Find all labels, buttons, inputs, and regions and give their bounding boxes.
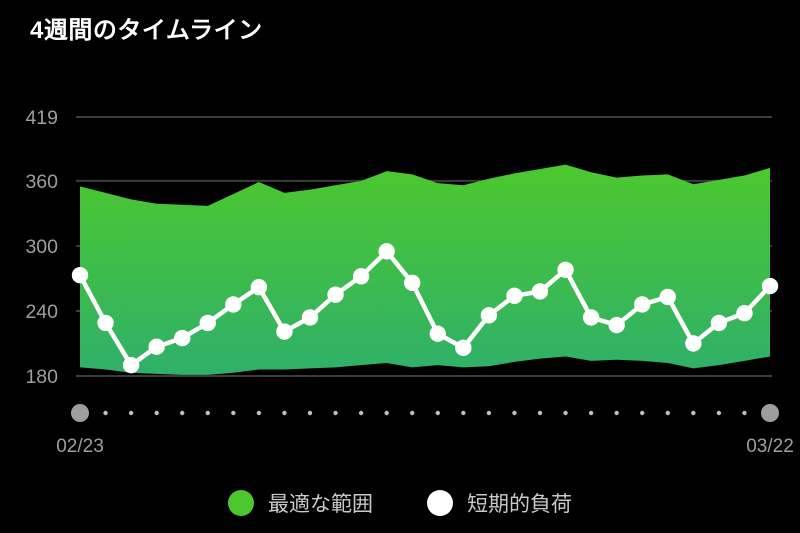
timeline-day-dot [614, 410, 619, 416]
legend-label-optimal-range: 最適な範囲 [268, 493, 373, 516]
y-axis-label: 300 [25, 236, 58, 258]
short-term-load-point [250, 278, 268, 296]
timeline-day-dot [103, 410, 108, 416]
timeline-day-dot [512, 410, 517, 416]
timeline-day-dot [384, 410, 389, 416]
page-title: 4週間のタイムライン [30, 17, 263, 44]
optimal-range-dot-icon [228, 490, 254, 516]
short-term-load-point [685, 335, 702, 352]
short-term-load-point [301, 309, 319, 326]
short-term-load-point [557, 261, 574, 278]
short-term-load-point [710, 314, 728, 332]
timeline-day-dot [665, 410, 670, 416]
timeline-day-dot [256, 410, 262, 416]
short-term-load-point [761, 277, 779, 295]
legend-item-optimal-range: 最適な範囲 [228, 488, 373, 518]
short-term-load-point [429, 325, 446, 342]
short-term-load-point [736, 304, 753, 322]
x-axis-label-end: 03/22 [746, 436, 794, 457]
x-axis-label-start: 02/23 [56, 436, 104, 457]
short-term-load-point [404, 274, 421, 292]
short-term-load-point [352, 268, 370, 285]
short-term-load-dot-icon [427, 490, 453, 516]
short-term-load-point [276, 323, 293, 340]
timeline-day-dot [563, 410, 568, 416]
legend-item-short-term-load: 短期的負荷 [427, 488, 572, 518]
timeline-day-dot [435, 410, 440, 416]
short-term-load-point [327, 286, 344, 303]
timeline-day-dot [128, 410, 134, 416]
short-term-load-point [582, 309, 600, 326]
timeline-day-dot [205, 410, 210, 416]
short-term-load-point [199, 314, 216, 332]
y-axis-label: 240 [25, 301, 58, 323]
short-term-load-point [148, 338, 165, 355]
timeline-day-dot [461, 410, 466, 416]
short-term-load-point [659, 288, 676, 306]
timeline-day-dot [358, 410, 364, 416]
timeline-day-dot [282, 410, 287, 416]
y-axis-label: 180 [25, 366, 58, 388]
short-term-load-point [174, 329, 191, 347]
short-term-load-point [455, 339, 472, 357]
short-term-load-point [608, 316, 625, 334]
timeline-day-dot [154, 410, 159, 416]
short-term-load-point [71, 267, 89, 284]
timeline-endpoint-dot [761, 404, 779, 422]
short-term-load-point [122, 356, 140, 374]
timeline-day-dot [537, 410, 543, 416]
timeline-day-dot [307, 410, 313, 416]
chart-legend: 最適な範囲 短期的負荷 [0, 488, 800, 518]
y-axis-label: 360 [25, 171, 58, 193]
timeline-day-dot [486, 410, 492, 416]
timeline-day-dot [410, 410, 415, 416]
short-term-load-point [531, 283, 549, 300]
short-term-load-point [225, 296, 242, 313]
timeline-day-dot [691, 410, 696, 416]
legend-label-short-term-load: 短期的負荷 [467, 493, 572, 516]
short-term-load-point [634, 296, 651, 313]
short-term-load-line [78, 249, 772, 368]
short-term-load-point [97, 314, 114, 332]
timeline-day-dot [231, 410, 236, 416]
timeline-chart: 419 360 300 240 180 02/23 03/22 [25, 107, 794, 457]
timeline-endpoint-dot [71, 404, 89, 422]
timeline-day-dot [716, 410, 722, 416]
timeline-day-dot [333, 410, 338, 416]
short-term-load-point [480, 307, 498, 324]
timeline-day-dot [640, 410, 645, 416]
short-term-load-point [506, 287, 523, 305]
timeline-day-dot [180, 410, 185, 416]
y-axis-label: 419 [25, 107, 58, 129]
timeline-day-dot [588, 410, 594, 416]
short-term-load-point [378, 243, 395, 260]
timeline-day-dot [742, 410, 747, 416]
